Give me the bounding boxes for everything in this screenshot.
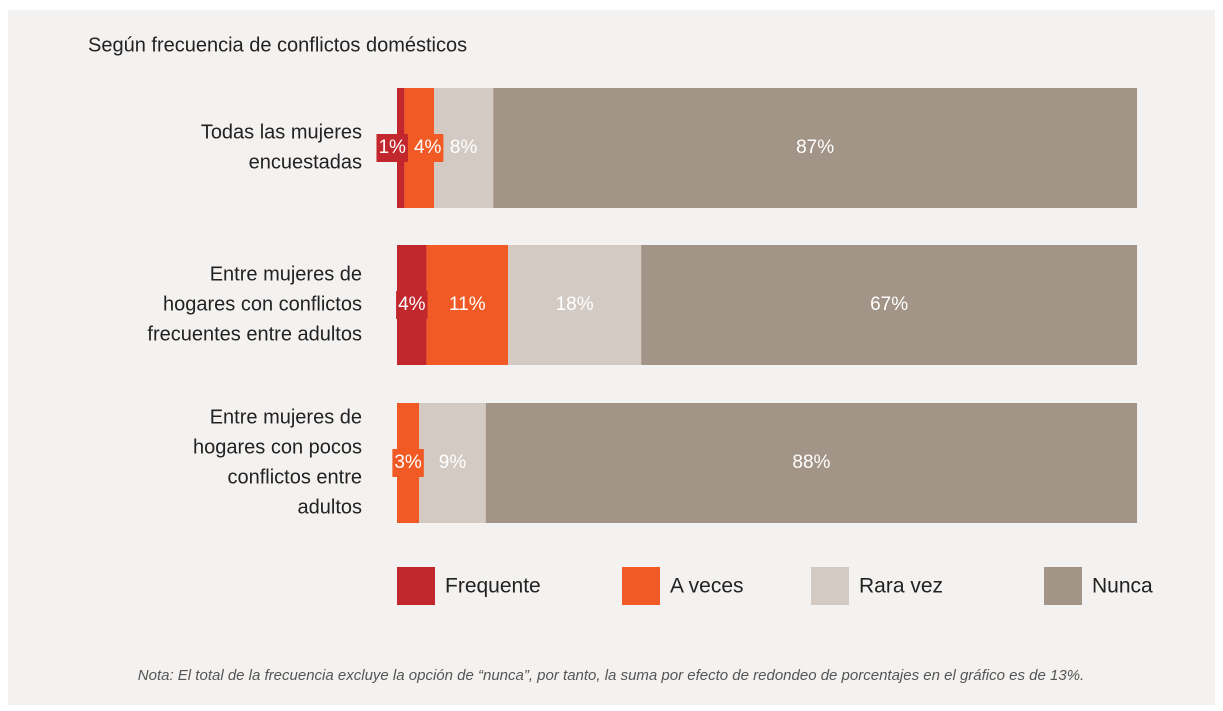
value-label: 11% [449, 294, 486, 315]
value-label: 87% [796, 137, 834, 158]
note: Nota: El total de la frecuencia excluye … [138, 667, 1084, 684]
value-label: 8% [450, 137, 478, 158]
value-label: 4% [414, 137, 442, 158]
legend-label: A veces [670, 575, 744, 598]
value-label: 1% [378, 137, 406, 158]
legend-swatch [397, 567, 435, 605]
bar-segment [485, 403, 1137, 523]
bar-segment [641, 245, 1137, 365]
legend-label: Nunca [1092, 575, 1153, 598]
category-label: hogares con pocos [193, 436, 362, 458]
chart-title: Según frecuencia de conflictos doméstico… [88, 34, 467, 56]
category-label: conflictos entre [227, 466, 362, 488]
legend-label: Frequente [445, 575, 541, 598]
value-label-box [411, 134, 444, 162]
value-label: 3% [394, 452, 422, 473]
value-label: 88% [792, 452, 830, 473]
category-label: adultos [298, 496, 363, 518]
value-label: 67% [870, 294, 908, 315]
legend-swatch [622, 567, 660, 605]
value-label-box [392, 449, 424, 477]
value-label: 18% [556, 294, 594, 315]
category-label: encuestadas [249, 151, 362, 173]
value-label: 4% [398, 294, 426, 315]
category-label: hogares con conflictos [163, 293, 362, 315]
category-label: Todas las mujeres [201, 121, 362, 143]
bar-segment [508, 245, 642, 365]
bar-segment [426, 245, 508, 365]
category-label: frecuentes entre adultos [147, 323, 362, 345]
bar-segment [419, 403, 486, 523]
legend-swatch [1044, 567, 1082, 605]
category-label: Entre mujeres de [210, 406, 362, 428]
bar-segment [434, 88, 494, 208]
category-label: Entre mujeres de [210, 263, 362, 285]
legend-label: Rara vez [859, 575, 943, 598]
legend-swatch [811, 567, 849, 605]
value-label: 9% [439, 452, 467, 473]
bar-segment [493, 88, 1137, 208]
value-label-box [376, 134, 408, 162]
value-label-box [396, 291, 428, 319]
